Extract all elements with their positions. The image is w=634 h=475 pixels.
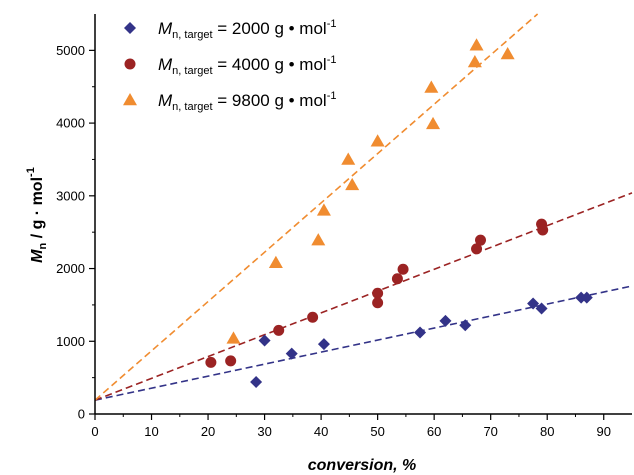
x-tick-label: 60 bbox=[427, 424, 441, 439]
legend-label-main: M bbox=[158, 91, 173, 110]
data-point-series-1 bbox=[258, 334, 271, 347]
data-point-series-3 bbox=[424, 80, 439, 93]
y-tick-label: 3000 bbox=[56, 188, 85, 203]
x-tick-label: 10 bbox=[144, 424, 158, 439]
y-tick-label: 2000 bbox=[56, 261, 85, 276]
data-point-series-3 bbox=[467, 55, 482, 68]
y-axis-title-sup: -1 bbox=[25, 167, 37, 177]
data-point-series-2 bbox=[205, 356, 217, 368]
data-point-series-1 bbox=[317, 338, 330, 351]
y-tick-label: 1000 bbox=[56, 334, 85, 349]
data-point-series-2 bbox=[273, 324, 285, 336]
y-tick-label: 5000 bbox=[56, 43, 85, 58]
y-axis-title: Mn / g · mol-1 bbox=[25, 167, 49, 263]
x-tick-label: 30 bbox=[257, 424, 271, 439]
y-axis-title-rest: / g · mol bbox=[29, 177, 46, 243]
data-point-series-3 bbox=[316, 203, 331, 216]
y-tick-label: 4000 bbox=[56, 116, 85, 131]
legend-label-sub: n, target bbox=[172, 65, 212, 77]
x-tick-label: 50 bbox=[370, 424, 384, 439]
fit-line-series-2 bbox=[94, 192, 633, 401]
y-axis-title-main: M bbox=[29, 249, 46, 263]
y-axis-title-sub: n bbox=[37, 242, 49, 249]
legend-marker-series-1 bbox=[124, 22, 136, 34]
x-tick-label: 20 bbox=[201, 424, 215, 439]
legend-label-sub: n, target bbox=[172, 101, 212, 113]
data-point-series-2 bbox=[471, 243, 483, 255]
data-point-series-2 bbox=[225, 355, 237, 367]
data-point-series-1 bbox=[535, 302, 548, 315]
legend-label-sub: n, target bbox=[172, 29, 212, 41]
data-point-series-1 bbox=[285, 347, 298, 360]
legend-label-main: M bbox=[158, 19, 173, 38]
data-point-series-3 bbox=[426, 116, 441, 130]
data-point-series-3 bbox=[226, 331, 241, 344]
data-point-series-2 bbox=[391, 273, 403, 285]
data-point-series-1 bbox=[414, 326, 427, 339]
legend-label-sup: -1 bbox=[327, 54, 337, 66]
data-point-series-2 bbox=[372, 297, 384, 309]
x-tick-label: 80 bbox=[540, 424, 554, 439]
data-point-series-3 bbox=[268, 255, 283, 268]
data-point-series-3 bbox=[500, 47, 515, 60]
x-tick-label: 0 bbox=[91, 424, 98, 439]
legend-label-rest: = 2000 g • mol bbox=[213, 19, 327, 38]
data-point-series-2 bbox=[475, 234, 487, 246]
x-tick-label: 40 bbox=[314, 424, 328, 439]
data-point-series-2 bbox=[307, 311, 319, 323]
data-point-series-3 bbox=[345, 177, 360, 191]
data-point-series-2 bbox=[397, 263, 409, 275]
legend-label-series-1: Mn, target = 2000 g • mol-1 bbox=[158, 18, 336, 41]
data-point-series-2 bbox=[537, 224, 549, 236]
data-point-series-1 bbox=[439, 314, 452, 327]
legend-label-sup: -1 bbox=[327, 90, 337, 102]
x-tick-label: 70 bbox=[483, 424, 497, 439]
y-tick-label: 0 bbox=[78, 407, 85, 422]
axes: 0 10 20 30 40 50 60 70 80 90 0 1000 2000 3000 4000 5000 bbox=[56, 14, 632, 439]
legend-marker-series-3 bbox=[123, 93, 137, 106]
fit-line-series-3 bbox=[94, 13, 539, 401]
legend-label-series-3: Mn, target = 9800 g • mol-1 bbox=[158, 90, 336, 113]
data-point-series-3 bbox=[341, 152, 356, 165]
x-axis-title: conversion, % bbox=[308, 457, 416, 474]
data-point-series-3 bbox=[370, 134, 385, 147]
data-point-series-3 bbox=[469, 38, 484, 51]
x-tick-label: 90 bbox=[597, 424, 611, 439]
data-markers bbox=[205, 38, 593, 388]
fit-line-series-1 bbox=[94, 285, 633, 401]
data-point-series-1 bbox=[580, 291, 593, 304]
data-point-series-1 bbox=[459, 319, 472, 332]
legend-marker-series-2 bbox=[124, 58, 136, 70]
legend-label-rest: = 9800 g • mol bbox=[213, 91, 327, 110]
data-point-series-1 bbox=[527, 297, 540, 310]
data-point-series-3 bbox=[311, 233, 326, 246]
legend: Mn, target = 2000 g • mol-1Mn, target = … bbox=[123, 18, 336, 113]
legend-label-main: M bbox=[158, 55, 173, 74]
legend-label-series-2: Mn, target = 4000 g • mol-1 bbox=[158, 54, 336, 77]
data-point-series-2 bbox=[372, 287, 384, 299]
legend-label-rest: = 4000 g • mol bbox=[213, 55, 327, 74]
data-point-series-1 bbox=[250, 376, 263, 388]
legend-label-sup: -1 bbox=[327, 18, 337, 30]
